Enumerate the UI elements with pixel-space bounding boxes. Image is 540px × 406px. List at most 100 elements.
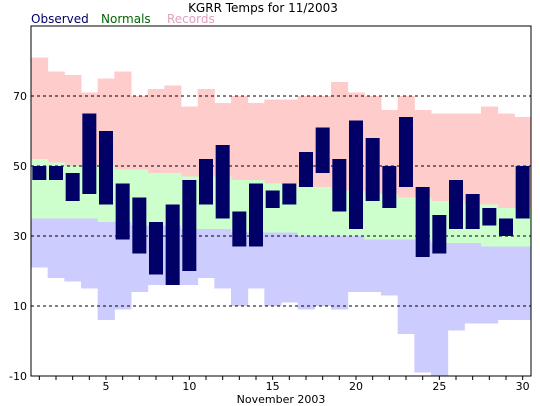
observed-bar-day-28 xyxy=(482,208,497,226)
record-low-bar-day-19 xyxy=(331,236,349,310)
record-low-bar-day-18 xyxy=(314,236,332,306)
x-axis-label: November 2003 xyxy=(237,393,326,406)
observed-bar-day-26 xyxy=(449,180,463,229)
record-low-bar-day-2 xyxy=(47,218,65,278)
observed-bar-day-29 xyxy=(499,218,513,236)
observed-bars xyxy=(32,113,530,285)
legend-records: Records xyxy=(167,12,215,26)
observed-bar-day-3 xyxy=(65,173,80,201)
record-low-bar-day-12 xyxy=(214,229,232,289)
axes: -10 10 30 50 70 5 10 15 20 25 30 xyxy=(9,25,532,393)
record-low-bar-day-16 xyxy=(281,232,299,303)
observed-bar-day-11 xyxy=(199,159,213,205)
observed-bar-day-17 xyxy=(299,152,313,187)
record-high-bar-day-27 xyxy=(464,113,482,205)
record-low-bar-day-5 xyxy=(97,222,115,320)
record-high-bar-day-7 xyxy=(131,96,149,170)
record-high-bar-day-6 xyxy=(114,71,132,170)
observed-bar-day-7 xyxy=(132,197,147,254)
record-high-bar-day-26 xyxy=(447,113,465,201)
y-tick-label--10: -10 xyxy=(9,370,27,383)
record-high-bar-day-13 xyxy=(231,96,249,180)
y-tick-label-70: 70 xyxy=(13,90,27,103)
record-high-bar-day-24 xyxy=(414,110,432,198)
record-low-bar-day-25 xyxy=(431,243,449,376)
observed-bar-day-25 xyxy=(432,215,447,254)
y-tick-label-30: 30 xyxy=(13,230,27,243)
x-tick-label-10: 10 xyxy=(182,380,196,393)
observed-bar-day-2 xyxy=(49,166,63,180)
observed-bar-day-30 xyxy=(515,166,530,219)
record-high-bar-day-8 xyxy=(147,89,165,173)
record-low-bar-day-27 xyxy=(464,243,482,324)
plot-frame xyxy=(30,25,532,377)
record-high-bar-day-10 xyxy=(181,106,199,177)
observed-bar-day-13 xyxy=(232,211,247,247)
records-low-bars xyxy=(31,218,532,376)
observed-bar-day-18 xyxy=(315,127,330,173)
record-high-bar-day-14 xyxy=(247,103,265,180)
record-low-bar-day-1 xyxy=(31,218,49,268)
normal-bar-day-23 xyxy=(397,197,415,240)
record-high-bar-day-11 xyxy=(197,89,215,177)
record-low-bar-day-13 xyxy=(231,232,249,306)
record-high-bar-day-9 xyxy=(164,85,182,173)
record-low-bar-day-15 xyxy=(264,232,282,306)
observed-bar-day-24 xyxy=(415,187,430,257)
gridlines xyxy=(31,95,531,307)
record-low-bar-day-11 xyxy=(197,229,215,278)
x-tick-label-15: 15 xyxy=(266,380,280,393)
normal-bar-day-18 xyxy=(314,187,332,236)
record-high-bar-day-28 xyxy=(481,106,499,205)
chart-title: KGRR Temps for 11/2003 xyxy=(188,1,338,15)
record-high-bar-day-25 xyxy=(431,113,449,201)
record-low-bar-day-17 xyxy=(297,236,315,310)
record-high-bar-day-16 xyxy=(281,99,299,184)
observed-bar-day-8 xyxy=(149,222,163,275)
observed-bar-day-1 xyxy=(32,166,47,180)
x-tick-label-25: 25 xyxy=(432,380,446,393)
observed-bar-day-5 xyxy=(99,131,113,205)
observed-bar-day-15 xyxy=(265,190,280,208)
record-low-bar-day-28 xyxy=(481,246,499,324)
observed-bar-day-27 xyxy=(465,194,480,229)
observed-bar-day-10 xyxy=(182,180,197,271)
record-low-bar-day-29 xyxy=(497,246,515,320)
record-high-bar-day-1 xyxy=(31,57,49,159)
record-low-bar-day-30 xyxy=(514,246,532,320)
record-low-bar-day-20 xyxy=(347,236,365,292)
record-high-bar-day-15 xyxy=(264,99,282,184)
normal-bar-day-17 xyxy=(297,187,315,236)
record-low-bar-day-3 xyxy=(64,218,82,282)
record-low-bar-day-26 xyxy=(447,243,465,331)
record-high-bar-day-2 xyxy=(47,71,65,163)
observed-bar-day-23 xyxy=(399,117,413,187)
legend-normals: Normals xyxy=(101,12,151,26)
record-low-bar-day-6 xyxy=(114,222,132,310)
observed-bar-day-22 xyxy=(382,166,397,208)
normal-bar-day-8 xyxy=(147,173,165,226)
record-low-bar-day-21 xyxy=(364,239,382,292)
x-tick-label-20: 20 xyxy=(349,380,363,393)
x-tick-label-30: 30 xyxy=(516,380,530,393)
record-low-bar-day-23 xyxy=(397,239,415,334)
x-tick-label-5: 5 xyxy=(103,380,110,393)
record-high-bar-day-29 xyxy=(497,113,515,208)
observed-bar-day-19 xyxy=(332,159,347,212)
observed-bar-day-4 xyxy=(82,113,97,194)
observed-bar-day-12 xyxy=(215,145,230,219)
record-low-bar-day-22 xyxy=(381,239,399,296)
record-low-bar-day-4 xyxy=(81,218,99,289)
y-tick-label-50: 50 xyxy=(13,160,27,173)
observed-bar-day-21 xyxy=(365,138,380,201)
y-tick-label-10: 10 xyxy=(13,300,27,313)
record-high-bar-day-3 xyxy=(64,75,82,166)
legend-observed: Observed xyxy=(31,12,89,26)
observed-bar-day-20 xyxy=(349,120,363,229)
normal-bar-day-21 xyxy=(364,194,382,240)
observed-bar-day-6 xyxy=(115,183,130,240)
observed-bar-day-9 xyxy=(165,204,180,285)
observed-bar-day-16 xyxy=(282,183,297,205)
observed-bar-day-14 xyxy=(249,183,263,247)
